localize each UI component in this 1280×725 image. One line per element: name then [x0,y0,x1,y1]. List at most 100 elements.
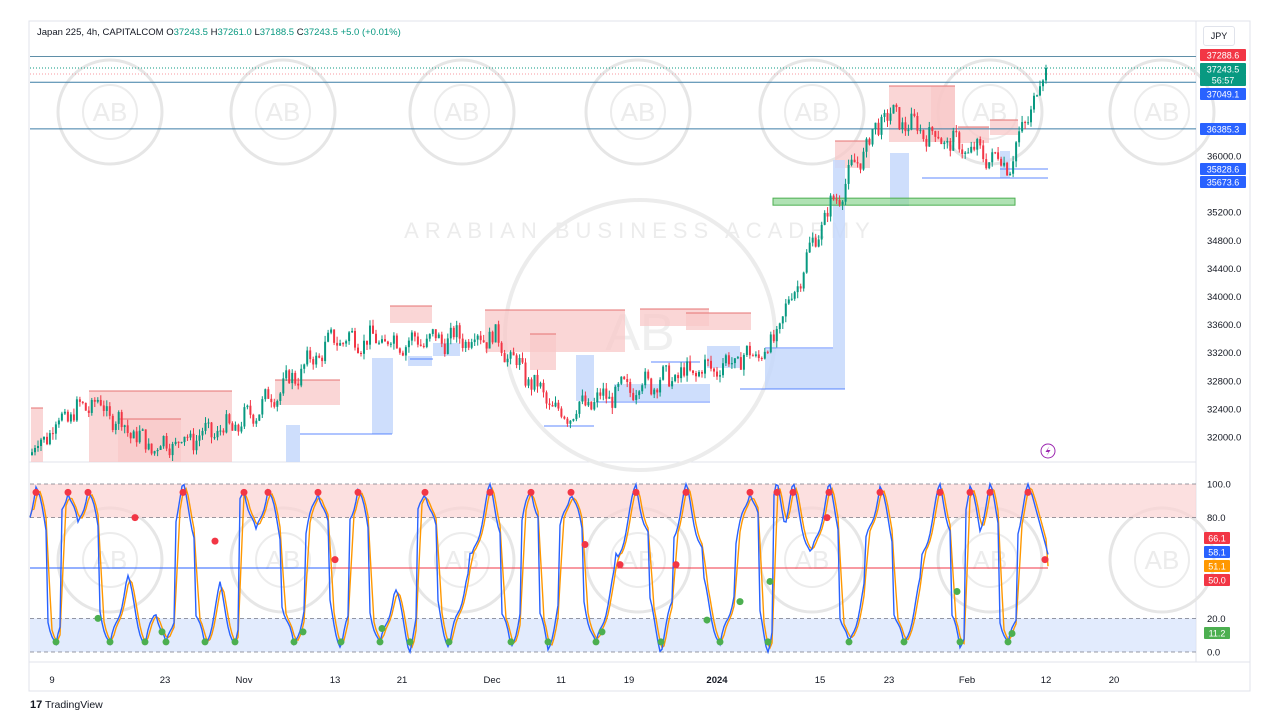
osc-badge [1204,574,1230,586]
oversold-signal [592,638,600,646]
candle [386,340,389,347]
candle [781,316,784,329]
price-tick-label: 32800.0 [1207,376,1241,387]
osc-tick-label: 0.0 [1207,648,1220,659]
candle [1000,156,1003,167]
overbought-signal [773,488,781,496]
candle [72,408,75,422]
candle [542,379,545,398]
candle [922,129,925,142]
candle [527,377,530,389]
symbol-info: Japan 225, 4h, CAPITALCOM O37243.5 H3726… [37,27,401,38]
candle [174,437,177,446]
candle [557,399,560,411]
candle [796,280,799,299]
demand-zone [833,160,845,349]
candle [372,319,374,334]
tradingview-logo[interactable]: 17 TradingView [30,699,103,711]
oversold-signal [716,638,724,646]
candle [258,414,261,422]
candle [90,397,93,416]
candle [422,343,425,349]
candle [650,377,653,396]
candle [330,327,333,335]
oversold-signal [544,638,552,646]
candle [273,398,276,409]
candle [841,200,844,211]
candle [105,400,108,417]
candle [895,103,898,112]
oversold-signal [406,638,414,646]
candle [219,424,222,436]
candle [826,207,829,223]
candle [506,354,509,367]
candle [919,124,922,134]
candle [569,420,572,429]
candle [63,408,66,416]
candle [60,411,63,422]
lightning-icon[interactable] [1040,443,1056,459]
candle [533,374,536,392]
supply-zone [275,380,340,405]
candle [222,428,225,436]
oversold-signal [598,628,606,636]
close-value: 37243.5 [303,27,338,38]
candle [34,445,36,456]
candle [593,397,596,411]
demand-zone [433,343,460,356]
candle [395,333,398,349]
candle [940,136,943,145]
candle [117,410,120,430]
candle [787,296,790,305]
candle [491,330,494,345]
candle [745,345,748,357]
overbought-signal [240,488,248,496]
time-tick-label: 23 [884,675,895,686]
candle [515,353,518,369]
candle [425,334,428,349]
oversold-signal [766,577,774,585]
candle [602,382,605,401]
candle [713,367,715,377]
candle [967,147,970,154]
candle [554,396,557,408]
candle [452,325,455,340]
candle [132,429,135,439]
price-tick-label: 34000.0 [1207,292,1241,303]
candle [342,342,345,347]
candle [494,324,497,343]
price-badge [1200,63,1246,75]
candle [943,140,946,150]
osc-tick-label: 20.0 [1207,614,1226,625]
oversold-signal [378,624,386,632]
candle [638,390,641,400]
candle [521,352,524,364]
overbought-signal [64,488,72,496]
price-badge [1200,123,1246,135]
candle [769,331,772,354]
candle [955,125,958,138]
price-badge [1200,163,1246,175]
currency-button[interactable]: JPY [1203,26,1235,46]
candle [1024,120,1027,130]
overbought-signal [632,488,640,496]
candle [1003,156,1006,168]
candle [476,334,479,346]
candle [348,330,351,345]
osc-badge [1204,627,1230,639]
candle [730,357,733,369]
candle [398,347,401,355]
candle [964,151,967,159]
candle [877,118,880,137]
candle [949,137,952,157]
candle [829,193,832,222]
candle [213,433,216,440]
candle [581,389,584,405]
price-tick-label: 34800.0 [1207,236,1241,247]
candle [234,421,237,431]
candle [455,320,458,343]
candle [378,340,380,346]
candle [865,137,868,158]
osc-tick-label: 80.0 [1207,513,1226,524]
